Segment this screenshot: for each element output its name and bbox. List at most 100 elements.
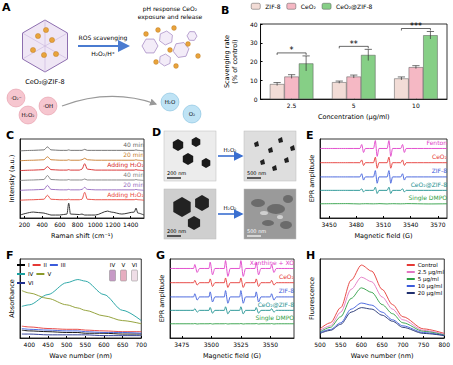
svg-text:F: F bbox=[6, 249, 14, 262]
svg-text:3450: 3450 bbox=[321, 221, 336, 228]
svg-text:10: 10 bbox=[250, 77, 258, 84]
svg-text:exposure and release: exposure and release bbox=[138, 13, 203, 21]
svg-text:2.5: 2.5 bbox=[287, 102, 297, 109]
svg-text:**: ** bbox=[350, 40, 358, 49]
svg-text:H₂O₂: H₂O₂ bbox=[22, 112, 35, 118]
svg-text:Magnetic field (G): Magnetic field (G) bbox=[354, 232, 412, 240]
svg-text:O₂: O₂ bbox=[189, 111, 196, 117]
svg-text:C: C bbox=[6, 129, 14, 142]
svg-text:D: D bbox=[152, 126, 161, 139]
svg-text:450: 450 bbox=[42, 341, 54, 348]
svg-text:10 μg/ml: 10 μg/ml bbox=[418, 283, 443, 290]
svg-text:H₂O₂/H⁺: H₂O₂/H⁺ bbox=[91, 50, 115, 57]
svg-text:Scavenging rate: Scavenging rate bbox=[223, 35, 231, 88]
svg-text:400: 400 bbox=[24, 341, 36, 348]
svg-text:IV: IV bbox=[28, 271, 34, 277]
svg-text:CeO₂: CeO₂ bbox=[279, 273, 295, 280]
svg-text:600: 600 bbox=[98, 341, 110, 348]
svg-text:800: 800 bbox=[72, 221, 84, 228]
svg-text:E: E bbox=[306, 129, 314, 142]
svg-text:550: 550 bbox=[80, 341, 92, 348]
svg-text:200 nm: 200 nm bbox=[167, 228, 186, 234]
svg-text:550: 550 bbox=[335, 341, 347, 348]
svg-text:H₂O₂: H₂O₂ bbox=[224, 147, 237, 153]
svg-text:500 nm: 500 nm bbox=[247, 228, 266, 234]
svg-text:ZIF-8: ZIF-8 bbox=[265, 3, 280, 10]
svg-text:650: 650 bbox=[117, 341, 129, 348]
svg-text:EPR amplitude: EPR amplitude bbox=[158, 275, 166, 322]
svg-text:10: 10 bbox=[412, 102, 420, 109]
svg-text:40: 40 bbox=[250, 21, 258, 28]
svg-text:Wave number (nm): Wave number (nm) bbox=[351, 352, 414, 360]
svg-text:3550: 3550 bbox=[263, 341, 278, 348]
svg-text:3525: 3525 bbox=[233, 341, 248, 348]
svg-text:200: 200 bbox=[19, 221, 31, 228]
svg-text:3540: 3540 bbox=[403, 221, 418, 228]
svg-text:400: 400 bbox=[36, 221, 48, 228]
svg-text:Adding H₂O₂: Adding H₂O₂ bbox=[107, 161, 144, 169]
svg-text:Fenton: Fenton bbox=[427, 139, 448, 146]
svg-text:Single DMPO: Single DMPO bbox=[409, 194, 448, 202]
svg-text:VI: VI bbox=[132, 262, 138, 268]
svg-text:IV: IV bbox=[110, 262, 116, 268]
svg-text:200 nm: 200 nm bbox=[167, 170, 186, 176]
svg-text:3500: 3500 bbox=[204, 341, 219, 348]
svg-text:II: II bbox=[44, 262, 48, 268]
svg-text:I: I bbox=[28, 262, 30, 268]
svg-text:H: H bbox=[306, 249, 315, 262]
svg-text:3475: 3475 bbox=[174, 341, 189, 348]
svg-text:Absorbance: Absorbance bbox=[8, 279, 16, 317]
svg-text:5: 5 bbox=[352, 102, 356, 109]
svg-text:40 min: 40 min bbox=[123, 171, 144, 178]
svg-text:600: 600 bbox=[356, 341, 368, 348]
svg-text:CeO₂: CeO₂ bbox=[432, 153, 448, 160]
svg-text:(% of control): (% of control) bbox=[231, 39, 239, 83]
svg-text:CeO₂@ZIF-8: CeO₂@ZIF-8 bbox=[336, 3, 373, 11]
svg-text:30: 30 bbox=[250, 39, 258, 46]
svg-text:Intensity (a.u.): Intensity (a.u.) bbox=[8, 155, 16, 203]
svg-text:Single DMPO: Single DMPO bbox=[256, 314, 295, 322]
svg-text:CeO₂@ZIF-8: CeO₂@ZIF-8 bbox=[25, 78, 64, 86]
svg-text:20 μg/ml: 20 μg/ml bbox=[418, 290, 443, 297]
svg-text:600: 600 bbox=[54, 221, 66, 228]
svg-text:650: 650 bbox=[376, 341, 388, 348]
svg-text:EPR amplitude: EPR amplitude bbox=[308, 155, 316, 202]
svg-text:ZIF-8: ZIF-8 bbox=[432, 167, 447, 174]
svg-text:3480: 3480 bbox=[349, 221, 364, 228]
svg-text:40 min: 40 min bbox=[123, 141, 144, 148]
svg-text:750: 750 bbox=[418, 341, 430, 348]
svg-text:*: * bbox=[290, 46, 294, 55]
svg-text:2.5 μg/ml: 2.5 μg/ml bbox=[418, 269, 445, 276]
svg-text:H₂O₂: H₂O₂ bbox=[224, 205, 237, 211]
svg-text:Xanthine + XO: Xanthine + XO bbox=[250, 259, 294, 266]
svg-text:1200: 1200 bbox=[105, 221, 120, 228]
svg-text:ZIF-8: ZIF-8 bbox=[279, 287, 294, 294]
svg-text:Wave number (nm): Wave number (nm) bbox=[49, 352, 112, 360]
svg-text:Raman shift (cm⁻¹): Raman shift (cm⁻¹) bbox=[51, 232, 113, 240]
svg-text:500 nm: 500 nm bbox=[247, 170, 266, 176]
svg-text:500: 500 bbox=[61, 341, 73, 348]
svg-text:B: B bbox=[221, 4, 229, 17]
svg-text:20: 20 bbox=[250, 58, 258, 65]
svg-text:VI: VI bbox=[28, 280, 34, 286]
svg-text:·O₂⁻: ·O₂⁻ bbox=[10, 95, 21, 101]
svg-text:pH response CeO₂: pH response CeO₂ bbox=[143, 5, 198, 13]
svg-text:***: *** bbox=[410, 22, 422, 31]
svg-text:ROS scavenging: ROS scavenging bbox=[79, 34, 128, 42]
svg-text:20 min: 20 min bbox=[123, 181, 144, 188]
svg-text:800: 800 bbox=[439, 341, 451, 348]
svg-text:Concentration (μg/ml): Concentration (μg/ml) bbox=[318, 113, 390, 121]
svg-text:H₂O: H₂O bbox=[165, 99, 176, 105]
svg-text:1400: 1400 bbox=[123, 221, 138, 228]
svg-text:III: III bbox=[61, 262, 66, 268]
svg-text:700: 700 bbox=[397, 341, 409, 348]
svg-text:CeO₂@ZIF-8: CeO₂@ZIF-8 bbox=[258, 301, 295, 309]
svg-text:Fluorescence: Fluorescence bbox=[308, 277, 316, 320]
svg-text:CeO₂: CeO₂ bbox=[301, 3, 317, 10]
svg-text:20 min: 20 min bbox=[123, 151, 144, 158]
svg-text:3570: 3570 bbox=[430, 221, 445, 228]
svg-text:V: V bbox=[47, 271, 51, 277]
svg-text:Control: Control bbox=[418, 262, 438, 268]
svg-text:500: 500 bbox=[314, 341, 326, 348]
svg-text:Adding H₂O₂: Adding H₂O₂ bbox=[107, 191, 144, 199]
